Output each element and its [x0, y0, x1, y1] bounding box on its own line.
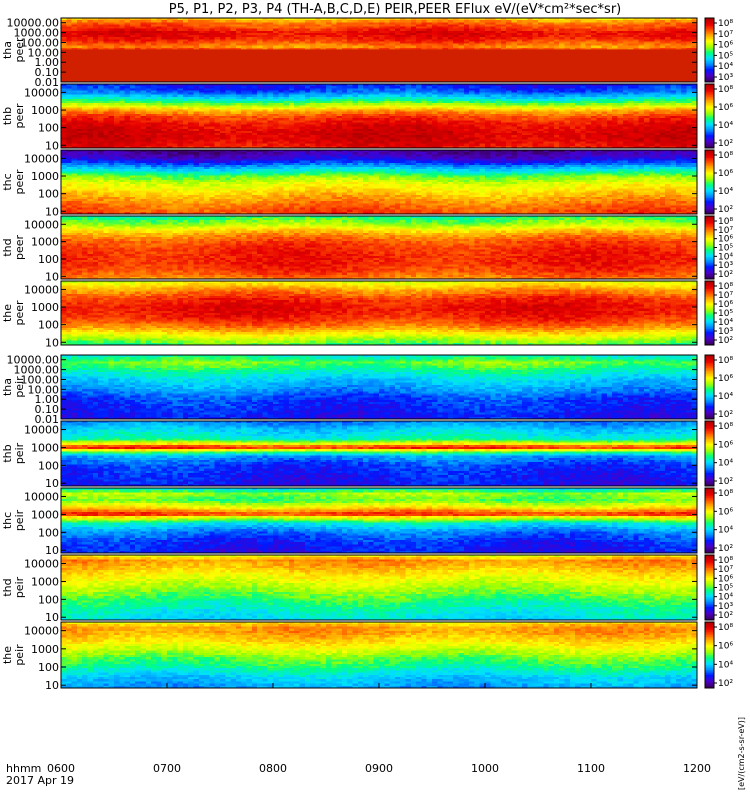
colorbar-tick-label: 10⁶ [718, 41, 733, 51]
colorbar-tick-label: 10⁴ [718, 62, 733, 72]
heatmap-cells [61, 84, 698, 149]
panel-stack: 10000.001000.00100.0010.001.000.100.01th… [1, 17, 733, 692]
colorbar-tick-label: 10⁷ [718, 30, 733, 40]
figure-title: P5, P1, P2, P3, P4 (TH-A,B,C,D,E) PEIR,P… [169, 2, 622, 17]
colorbar: 10⁸10⁷10⁶10⁵10⁴10³ [705, 18, 733, 83]
colorbar-tick-label: 10³ [718, 73, 733, 83]
colorbar-tick-label: 10⁵ [718, 51, 733, 61]
panel-thb-peer: 10000100010010thb peer10⁸10⁶10⁴10² [1, 84, 733, 152]
panel-species-label: peer [13, 37, 26, 63]
low-energy-fill [61, 49, 697, 82]
colorbar-tick-label: 10⁸ [718, 19, 733, 29]
panel-tha-peer: 10000.001000.00100.0010.001.000.100.01th… [1, 17, 733, 89]
